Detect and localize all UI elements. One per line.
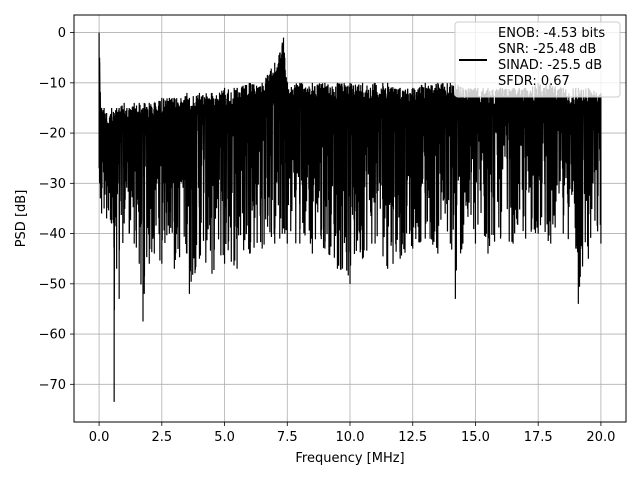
legend-line-3: SINAD: -25.5 dB <box>498 58 602 73</box>
x-tick-label: 0.0 <box>89 430 110 445</box>
y-tick-label: −30 <box>39 177 66 192</box>
y-tick-label: −10 <box>39 76 66 91</box>
legend-line-2: SNR: -25.48 dB <box>498 42 596 57</box>
legend-line-4: SFDR: 0.67 <box>498 74 570 89</box>
legend-line-1: ENOB: -4.53 bits <box>498 26 605 41</box>
legend: ENOB: -4.53 bits SNR: -25.48 dB SINAD: -… <box>454 21 621 98</box>
x-tick-label: 12.5 <box>398 430 427 445</box>
x-tick-label: 17.5 <box>524 430 553 445</box>
psd-series-line <box>98 32 602 402</box>
y-tick-label: −70 <box>39 378 66 393</box>
plot-area <box>98 32 602 402</box>
y-tick-label: −40 <box>39 227 66 242</box>
y-tick-label: −60 <box>39 328 66 343</box>
x-tick-label: 2.5 <box>151 430 172 445</box>
legend-box <box>454 21 621 98</box>
x-axis-label: Frequency [MHz] <box>295 451 404 466</box>
y-tick-label: −20 <box>39 127 66 142</box>
y-axis-label: PSD [dB] <box>14 190 29 248</box>
axis-ticks: 0.0 2.5 5.0 7.5 10.0 12.5 15.0 17.5 20.0 0 −10 −20 −… <box>39 26 616 445</box>
x-tick-label: 10.0 <box>336 430 365 445</box>
x-tick-label: 7.5 <box>277 430 298 445</box>
x-tick-label: 15.0 <box>461 430 490 445</box>
x-tick-label: 20.0 <box>586 430 615 445</box>
x-tick-label: 5.0 <box>214 430 235 445</box>
y-tick-label: 0 <box>58 26 66 41</box>
y-tick-label: −50 <box>39 277 66 292</box>
